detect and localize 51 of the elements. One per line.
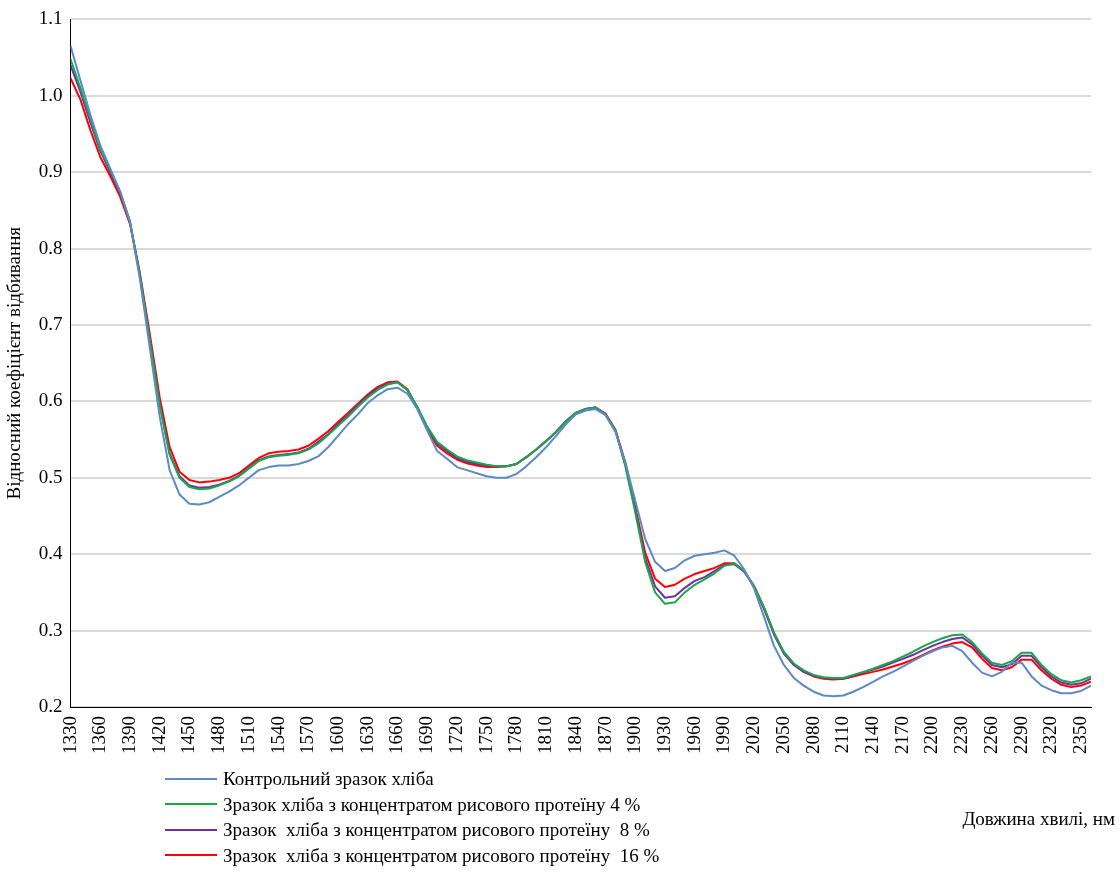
y-tick-label: 1.0 <box>38 83 63 105</box>
x-tick-label: 1360 <box>88 716 110 754</box>
y-tick-label: 0.6 <box>38 389 63 411</box>
legend-label: Зразок хліба з концентратом рисового протеїну 8 % <box>223 818 650 842</box>
x-tick-label: 1450 <box>177 716 199 754</box>
x-tick-label: 2290 <box>1009 716 1031 754</box>
x-tick-label: 1900 <box>623 716 645 754</box>
x-axis-title: Довжина хвилі, нм <box>962 808 1115 830</box>
x-tick-label: 1930 <box>652 716 674 754</box>
x-tick-label: 1480 <box>207 716 229 754</box>
y-tick-label: 0.7 <box>38 312 63 334</box>
x-tick-label: 1420 <box>147 716 169 754</box>
x-tick-label: 2260 <box>979 716 1001 754</box>
x-tick-label: 1600 <box>326 716 348 754</box>
x-tick-label: 1540 <box>266 716 288 754</box>
x-tick-label: 2350 <box>1069 716 1091 754</box>
x-tick-label: 1390 <box>117 716 139 754</box>
x-tick-label: 1570 <box>296 716 318 754</box>
x-tick-label: 1330 <box>58 716 80 754</box>
x-tick-label: 1990 <box>712 716 734 754</box>
y-axis-title: Відносний коефіцієнт відбивання <box>3 226 25 500</box>
y-tick-label: 0.8 <box>38 236 63 258</box>
legend-label: Зразок хліба з концентратом рисового протеїну 4 % <box>223 792 641 817</box>
x-tick-label: 2320 <box>1039 716 1061 754</box>
x-tick-label: 2020 <box>742 716 764 754</box>
x-tick-label: 1720 <box>444 716 466 754</box>
x-tick-label: 1750 <box>474 716 496 754</box>
x-tick-label: 2200 <box>920 716 942 754</box>
x-tick-label: 1510 <box>236 716 258 754</box>
x-tick-label: 2080 <box>801 716 823 754</box>
x-tick-label: 1630 <box>355 716 377 754</box>
x-tick-label: 2110 <box>831 716 853 754</box>
legend-label: Зразок хліба з концентратом рисового протеїну 16 % <box>223 843 660 868</box>
y-tick-label: 0.9 <box>38 160 63 182</box>
x-tick-label: 1840 <box>563 716 585 754</box>
y-tick-label: 0.2 <box>38 694 63 716</box>
y-tick-label: 0.4 <box>38 542 64 564</box>
x-tick-label: 1780 <box>504 716 526 754</box>
y-tick-label: 1.1 <box>38 7 63 29</box>
x-tick-label: 2140 <box>861 716 883 754</box>
x-tick-label: 2050 <box>771 716 793 754</box>
y-tick-label: 0.5 <box>38 465 63 487</box>
x-tick-label: 1870 <box>593 716 615 754</box>
legend-label: Контрольний зразок хліба <box>223 767 434 791</box>
y-tick-label: 0.3 <box>38 618 63 640</box>
x-tick-label: 1960 <box>682 716 704 754</box>
x-tick-label: 1810 <box>534 716 556 754</box>
x-tick-label: 1690 <box>415 716 437 754</box>
x-tick-label: 2230 <box>950 716 972 754</box>
x-tick-label: 1660 <box>385 716 407 754</box>
x-tick-label: 2170 <box>890 716 912 754</box>
